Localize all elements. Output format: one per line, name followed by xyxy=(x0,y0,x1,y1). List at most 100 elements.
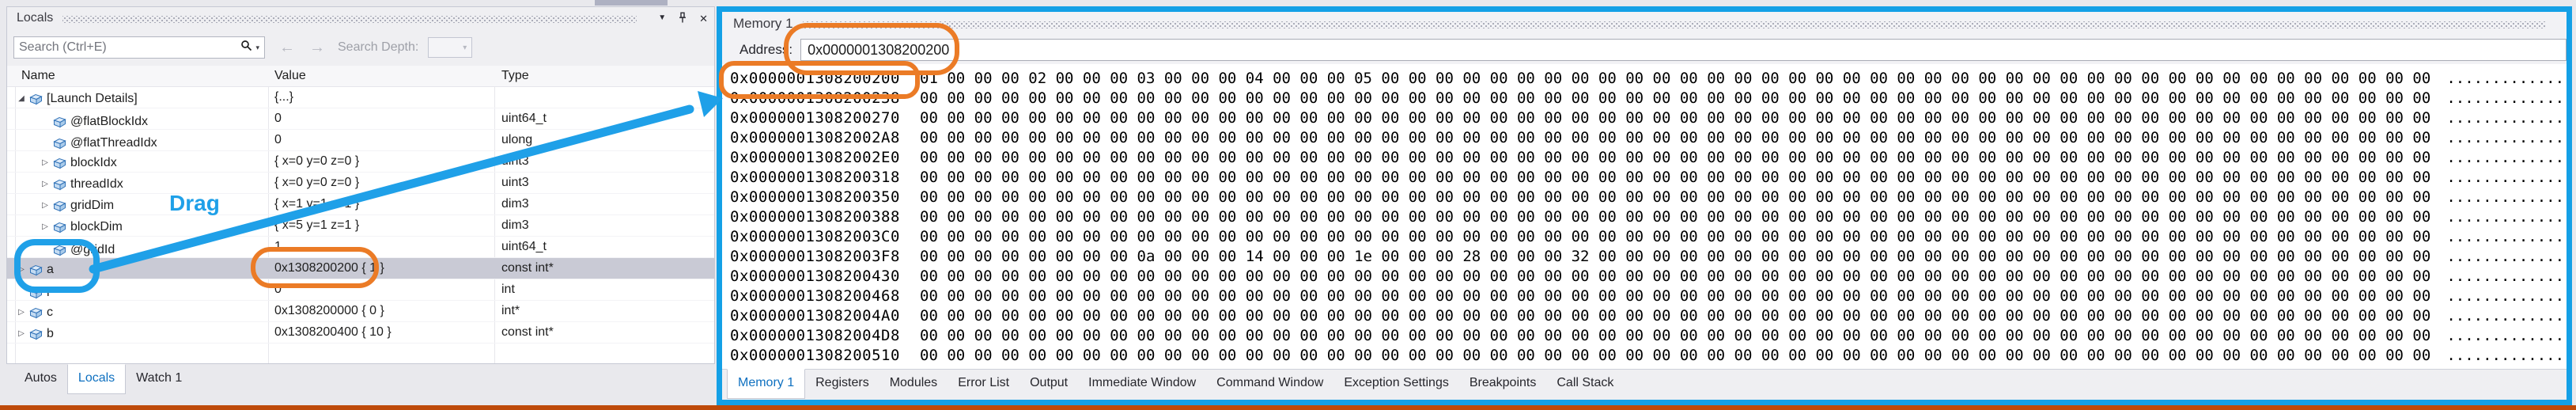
memory-row[interactable]: 0x0000001308200200 01 00 00 00 02 00 00 … xyxy=(730,69,2567,89)
variable-icon xyxy=(29,264,43,275)
locals-row[interactable]: ▷ blockDim { x=5 y=1 z=1 } dim3 xyxy=(7,215,714,237)
expander-icon[interactable]: ◢ xyxy=(18,94,25,103)
memory-titlebar[interactable]: Memory 1 xyxy=(722,12,2567,36)
search-depth-label: Search Depth: xyxy=(338,40,419,54)
variable-value[interactable]: {...} xyxy=(274,90,294,104)
variable-value[interactable]: { x=5 y=1 z=1 } xyxy=(274,218,360,232)
search-input[interactable]: Search (Ctrl+E) ▾ xyxy=(13,36,265,59)
locals-row[interactable]: ◢ [Launch Details] {...} xyxy=(7,87,714,108)
panel-tab-label: Output xyxy=(1030,376,1069,389)
variable-value[interactable]: 0 xyxy=(274,112,282,125)
memory-row[interactable]: 0x0000001308200270 00 00 00 00 00 00 00 … xyxy=(730,108,2567,128)
panel-tab[interactable]: Registers xyxy=(805,370,879,398)
variable-icon xyxy=(29,287,43,298)
locals-row[interactable]: ▷ a 0x1308200200 { 1 } const int* xyxy=(7,258,714,279)
panel-tab[interactable]: Modules xyxy=(879,370,948,398)
variable-value[interactable]: { x=1 y=1 z=1 } xyxy=(274,197,360,211)
panel-tab[interactable]: Immediate Window xyxy=(1078,370,1206,398)
expander-icon[interactable]: ▷ xyxy=(18,308,25,317)
locals-row[interactable]: ▷ threadIdx { x=0 y=0 z=0 } uint3 xyxy=(7,173,714,194)
variable-type: int xyxy=(501,283,515,296)
window-menu-icon[interactable]: ▼ xyxy=(658,13,667,22)
variable-name: a xyxy=(47,263,54,276)
variable-name-cell: ▷ gridDim xyxy=(7,196,114,216)
locals-row[interactable]: i 0 int xyxy=(7,279,714,301)
panel-tab[interactable]: Breakpoints xyxy=(1459,370,1547,398)
panel-tab[interactable]: Command Window xyxy=(1206,370,1333,398)
memory-row[interactable]: 0x0000001308200510 00 00 00 00 00 00 00 … xyxy=(730,346,2567,366)
panel-tab[interactable]: Locals xyxy=(66,364,127,394)
memory-row[interactable]: 0x00000013082002E0 00 00 00 00 00 00 00 … xyxy=(730,148,2567,168)
panel-tab[interactable]: Error List xyxy=(948,370,1019,398)
search-icon[interactable] xyxy=(240,40,252,55)
chevron-down-icon: ▾ xyxy=(463,43,467,52)
locals-row[interactable]: @gridId 1 uint64_t xyxy=(7,237,714,258)
variable-value[interactable]: 0x1308200200 { 1 } xyxy=(274,261,384,275)
variable-value[interactable]: 0x1308200000 { 0 } xyxy=(274,304,384,317)
memory-row[interactable]: 0x00000013082004A0 00 00 00 00 00 00 00 … xyxy=(730,306,2567,326)
memory-row-ascii: ............... xyxy=(2446,208,2567,226)
variable-value[interactable]: { x=0 y=0 z=0 } xyxy=(274,154,360,168)
column-header-name[interactable]: Name xyxy=(21,69,55,82)
variable-icon xyxy=(53,116,66,127)
search-forward-icon[interactable]: → xyxy=(309,38,325,56)
locals-row[interactable]: @flatBlockIdx 0 uint64_t xyxy=(7,108,714,130)
search-options-arrow-icon[interactable]: ▾ xyxy=(255,43,259,51)
variable-icon xyxy=(53,245,66,256)
column-header-value[interactable]: Value xyxy=(274,69,306,82)
panel-tab[interactable]: Output xyxy=(1019,370,1078,398)
locals-row[interactable]: ▷ blockIdx { x=0 y=0 z=0 } uint3 xyxy=(7,151,714,173)
memory-row[interactable]: 0x0000001308200350 00 00 00 00 00 00 00 … xyxy=(730,188,2567,207)
memory-row[interactable]: 0x00000013082004D8 00 00 00 00 00 00 00 … xyxy=(730,326,2567,346)
panel-tab[interactable]: Memory 1 xyxy=(727,369,806,399)
expander-icon[interactable]: ▷ xyxy=(42,201,48,210)
expander-icon[interactable]: ▷ xyxy=(42,180,48,188)
locals-row[interactable]: ▷ gridDim { x=1 y=1 z=1 } dim3 xyxy=(7,194,714,215)
expander-icon[interactable]: ▷ xyxy=(42,222,48,231)
memory-row-bytes: 00 00 00 00 00 00 00 00 00 00 00 00 00 0… xyxy=(920,89,2431,107)
search-back-icon[interactable]: ← xyxy=(279,38,295,56)
variable-value[interactable]: 0 xyxy=(274,133,282,146)
locals-row[interactable]: @flatThreadIdx 0 ulong xyxy=(7,130,714,151)
variable-value[interactable]: 0x1308200400 { 10 } xyxy=(274,325,392,339)
close-icon[interactable]: ✕ xyxy=(699,12,708,25)
panel-tab[interactable]: Exception Settings xyxy=(1333,370,1459,398)
locals-titlebar[interactable]: Locals ▼ ✕ xyxy=(7,7,714,29)
variable-value[interactable]: 1 xyxy=(274,240,282,253)
expander-icon[interactable]: ▷ xyxy=(42,158,48,167)
memory-row-ascii: ............... xyxy=(2446,109,2567,127)
memory-row[interactable]: 0x00000013082003F8 00 00 00 00 00 00 00 … xyxy=(730,247,2567,267)
locals-row[interactable]: ▷ c 0x1308200000 { 0 } int* xyxy=(7,301,714,322)
variable-type: const int* xyxy=(501,261,554,275)
memory-row-ascii: ............... xyxy=(2446,169,2567,186)
variable-type: uint3 xyxy=(501,154,529,168)
variable-value[interactable]: { x=0 y=0 z=0 } xyxy=(274,176,360,189)
panel-tab[interactable]: Call Stack xyxy=(1546,370,1624,398)
memory-row-address: 0x00000013082004A0 xyxy=(730,307,900,325)
locals-row[interactable]: ▷ b 0x1308200400 { 10 } const int* xyxy=(7,322,714,344)
memory-row[interactable]: 0x0000001308200430 00 00 00 00 00 00 00 … xyxy=(730,267,2567,287)
panel-tab-label: Registers xyxy=(815,376,869,389)
memory-row-ascii: ............... xyxy=(2446,70,2567,87)
expander-icon[interactable]: ▷ xyxy=(18,265,25,274)
column-header-type[interactable]: Type xyxy=(501,69,529,82)
pin-icon[interactable] xyxy=(678,12,687,25)
panel-tab[interactable]: Watch 1 xyxy=(126,365,192,393)
memory-row[interactable]: 0x0000001308200238 00 00 00 00 00 00 00 … xyxy=(730,89,2567,108)
memory-row[interactable]: 0x0000001308200318 00 00 00 00 00 00 00 … xyxy=(730,168,2567,188)
memory-row-ascii: ............... xyxy=(2446,149,2567,166)
panel-tab[interactable]: Autos xyxy=(14,365,67,393)
memory-row[interactable]: 0x00000013082002A8 00 00 00 00 00 00 00 … xyxy=(730,128,2567,148)
memory-row[interactable]: 0x00000013082003C0 00 00 00 00 00 00 00 … xyxy=(730,227,2567,247)
panel-tab-label: Error List xyxy=(958,376,1010,389)
memory-row[interactable]: 0x0000001308200468 00 00 00 00 00 00 00 … xyxy=(730,287,2567,306)
variable-icon xyxy=(29,307,43,318)
memory-row[interactable]: 0x0000001308200388 00 00 00 00 00 00 00 … xyxy=(730,207,2567,227)
memory-hex-view[interactable]: 0x0000001308200200 01 00 00 00 02 00 00 … xyxy=(722,64,2567,370)
variable-type: uint3 xyxy=(501,176,529,189)
search-depth-select[interactable]: ▾ xyxy=(428,37,473,58)
address-input[interactable]: 0x0000001308200200 xyxy=(800,39,2567,61)
expander-icon[interactable]: ▷ xyxy=(18,329,25,338)
variable-name: gridDim xyxy=(70,199,115,212)
variable-value[interactable]: 0 xyxy=(274,283,282,296)
